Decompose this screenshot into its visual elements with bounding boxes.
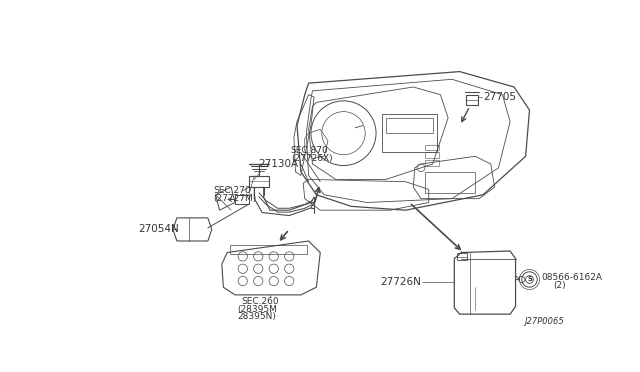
Text: 27705: 27705: [483, 92, 516, 102]
Text: 28395N): 28395N): [237, 312, 276, 321]
Circle shape: [522, 272, 537, 287]
Text: SEC.260: SEC.260: [241, 297, 278, 306]
Bar: [466, 95, 478, 106]
Text: 27130A: 27130A: [259, 159, 298, 169]
Text: (27727M): (27727M): [213, 194, 257, 203]
Text: (28395M: (28395M: [237, 305, 276, 314]
Bar: [425, 160, 439, 166]
Bar: [425, 172, 476, 193]
Bar: [230, 245, 307, 254]
Bar: [425, 153, 439, 158]
Text: 27054N: 27054N: [138, 224, 179, 234]
Text: 08566-6162A: 08566-6162A: [541, 273, 602, 282]
Text: SEC.270: SEC.270: [213, 186, 251, 195]
Text: (2): (2): [553, 281, 565, 290]
Bar: [235, 195, 249, 204]
Text: SEC.870: SEC.870: [291, 147, 328, 155]
Bar: [386, 118, 433, 133]
Bar: [425, 145, 439, 150]
Text: 27726N: 27726N: [380, 277, 421, 287]
Text: (27726X): (27726X): [291, 154, 332, 163]
Bar: [382, 114, 436, 153]
Text: J27P0065: J27P0065: [525, 317, 564, 326]
Text: S: S: [527, 276, 532, 282]
Bar: [458, 253, 467, 260]
